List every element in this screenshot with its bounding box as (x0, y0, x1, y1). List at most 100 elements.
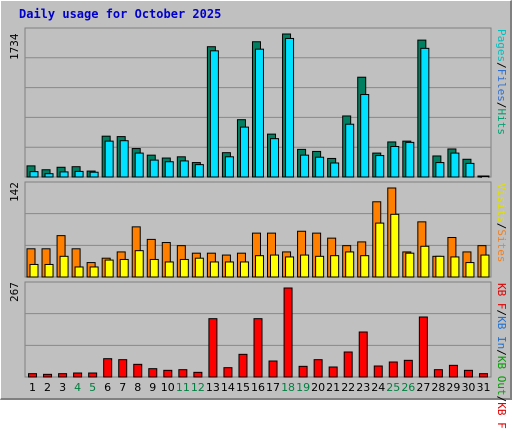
bar-visits-sites-visits-day-28-hl (436, 257, 443, 259)
bar-hits-files-pages-hits-day-12-hl (193, 163, 200, 165)
bar-hits-files-pages-hits-day-24-hl (373, 154, 380, 156)
bar-visits-sites-sites-day-29-hl (448, 238, 455, 240)
chart-canvas (24, 27, 492, 378)
bar-visits-sites-visits-day-24 (375, 222, 385, 278)
bar-visits-sites-visits-day-20-hl (316, 257, 323, 259)
day-label: 25 (386, 381, 401, 394)
legend-entry: Visits (495, 183, 508, 223)
bar-kbytes-kb-f-day-30-hl (465, 371, 472, 373)
bar-visits-sites-sites-day-27-hl (418, 222, 425, 224)
bar-visits-sites-sites-day-2-hl (43, 249, 50, 251)
bar-hits-files-pages-hits-day-27-hl (418, 41, 425, 43)
bar-visits-sites-visits-day-25 (390, 213, 400, 278)
bar-hits-files-pages-files-day-30-hl (466, 164, 473, 166)
day-label: 13 (205, 381, 220, 394)
bar-visits-sites-sites-day-31-hl (478, 246, 485, 248)
bar-kbytes-kb-f-day-24-hl (375, 367, 382, 368)
day-label: 10 (160, 381, 175, 394)
bar-hits-files-pages-hits-day-20-hl (313, 152, 320, 154)
bar-visits-sites-sites-day-15-hl (238, 254, 245, 256)
bar-kbytes-kb-f-day-15-hl (239, 355, 246, 357)
day-label: 20 (311, 381, 326, 394)
bar-kbytes-kb-f-day-22 (343, 351, 353, 378)
bar-visits-sites-sites-day-11-hl (178, 246, 185, 248)
bar-visits-sites-visits-day-22 (345, 251, 355, 278)
bar-hits-files-pages-hits-day-3-hl (58, 168, 65, 170)
bar-hits-files-pages-files-day-17 (270, 138, 280, 178)
bar-hits-files-pages-files-day-9 (149, 159, 159, 178)
bar-visits-sites-visits-day-5 (89, 266, 99, 278)
bar-visits-sites-visits-day-24-hl (376, 224, 383, 226)
bar-visits-sites-visits-day-12 (194, 257, 204, 278)
bar-hits-files-pages-files-day-8-hl (136, 154, 143, 156)
bar-hits-files-pages-files-day-25-hl (391, 147, 398, 149)
bar-kbytes-kb-f-day-21 (328, 366, 338, 378)
day-label: 30 (461, 381, 476, 394)
bar-visits-sites-visits-day-2-hl (46, 265, 53, 267)
bar-hits-files-pages-hits-day-23-hl (358, 78, 365, 80)
bar-hits-files-pages-hits-day-25-hl (388, 142, 395, 144)
bar-visits-sites-visits-day-5-hl (91, 267, 98, 269)
bar-hits-files-pages-files-day-26-hl (406, 143, 413, 145)
panel-visits-ymax-label: 142 (8, 182, 21, 202)
bar-hits-files-pages-files-day-3 (59, 171, 69, 178)
bar-hits-files-pages-files-day-6 (104, 140, 114, 178)
bar-kbytes-kb-f-day-7-hl (119, 360, 126, 362)
bar-kbytes-kb-f-day-14-hl (224, 368, 231, 370)
bar-visits-sites-visits-day-3-hl (61, 257, 68, 259)
bar-hits-files-pages-files-day-16-hl (256, 50, 263, 52)
bar-hits-files-pages-files-day-27 (420, 47, 430, 178)
bar-kbytes-kb-f-day-22-hl (345, 353, 352, 354)
bar-kbytes-kb-f-day-28-hl (435, 370, 442, 372)
bar-visits-sites-visits-day-12-hl (196, 259, 203, 261)
bar-visits-sites-sites-day-22-hl (343, 246, 350, 248)
bar-hits-files-pages-files-day-17-hl (271, 139, 278, 141)
bar-visits-sites-visits-day-22-hl (346, 252, 353, 254)
day-label: 26 (401, 381, 416, 394)
bar-visits-sites-sites-day-17-hl (268, 234, 275, 236)
bar-hits-files-pages-files-day-11-hl (181, 161, 188, 163)
bar-hits-files-pages-files-day-20-hl (316, 158, 323, 160)
day-label: 5 (89, 381, 97, 394)
bar-visits-sites-visits-day-21-hl (331, 256, 338, 258)
bar-kbytes-kb-f-day-31-hl (480, 374, 487, 376)
day-label: 7 (119, 381, 127, 394)
bar-visits-sites-visits-day-6 (104, 259, 114, 278)
bar-visits-sites-sites-day-1-hl (28, 249, 34, 251)
bar-hits-files-pages-files-day-23-hl (361, 95, 368, 97)
bar-visits-sites-sites-day-13-hl (208, 254, 215, 256)
bar-visits-sites-sites-day-8-hl (133, 227, 140, 229)
bar-hits-files-pages-hits-day-14-hl (223, 153, 230, 155)
legend-entry: / (495, 101, 508, 109)
day-label: 27 (416, 381, 431, 394)
bar-hits-files-pages-files-day-7 (119, 140, 129, 178)
bar-hits-files-pages-hits-day-28-hl (433, 156, 440, 158)
panel-hits-ymax-label: 1734 (8, 33, 21, 61)
bar-kbytes-kb-f-day-19-hl (300, 367, 307, 369)
bar-visits-sites-visits-day-16-hl (256, 256, 263, 258)
bar-hits-files-pages-files-day-15-hl (241, 128, 248, 130)
legend-entry: / (495, 395, 508, 403)
day-label: 9 (149, 381, 157, 394)
bar-hits-files-pages-files-day-7-hl (121, 141, 128, 143)
bar-hits-files-pages-files-day-11 (179, 160, 189, 178)
day-label: 15 (235, 381, 250, 394)
bar-hits-files-pages-hits-day-13-hl (208, 47, 215, 49)
day-label: 19 (296, 381, 311, 394)
bar-visits-sites-visits-day-27 (420, 245, 430, 278)
bar-hits-files-pages-hits-day-7-hl (118, 137, 125, 139)
day-label: 28 (431, 381, 446, 394)
day-label: 8 (134, 381, 142, 394)
bar-visits-sites-visits-day-29 (450, 256, 460, 278)
bar-visits-sites-visits-day-10 (164, 261, 174, 278)
bar-hits-files-pages-files-day-28 (435, 162, 445, 178)
bar-visits-sites-visits-day-25-hl (391, 215, 398, 217)
bar-visits-sites-sites-day-7-hl (118, 252, 125, 254)
bar-visits-sites-visits-day-15-hl (241, 262, 248, 264)
bar-visits-sites-visits-day-31-hl (481, 256, 488, 258)
bar-hits-files-pages-hits-day-19-hl (298, 150, 305, 152)
bar-hits-files-pages-hits-day-9-hl (148, 156, 155, 158)
bar-visits-sites-visits-day-16 (254, 255, 264, 278)
bar-visits-sites-visits-day-30-hl (466, 263, 473, 265)
panel-kbytes-legend: KB F/KB In/KB Out/KB F (495, 283, 508, 429)
